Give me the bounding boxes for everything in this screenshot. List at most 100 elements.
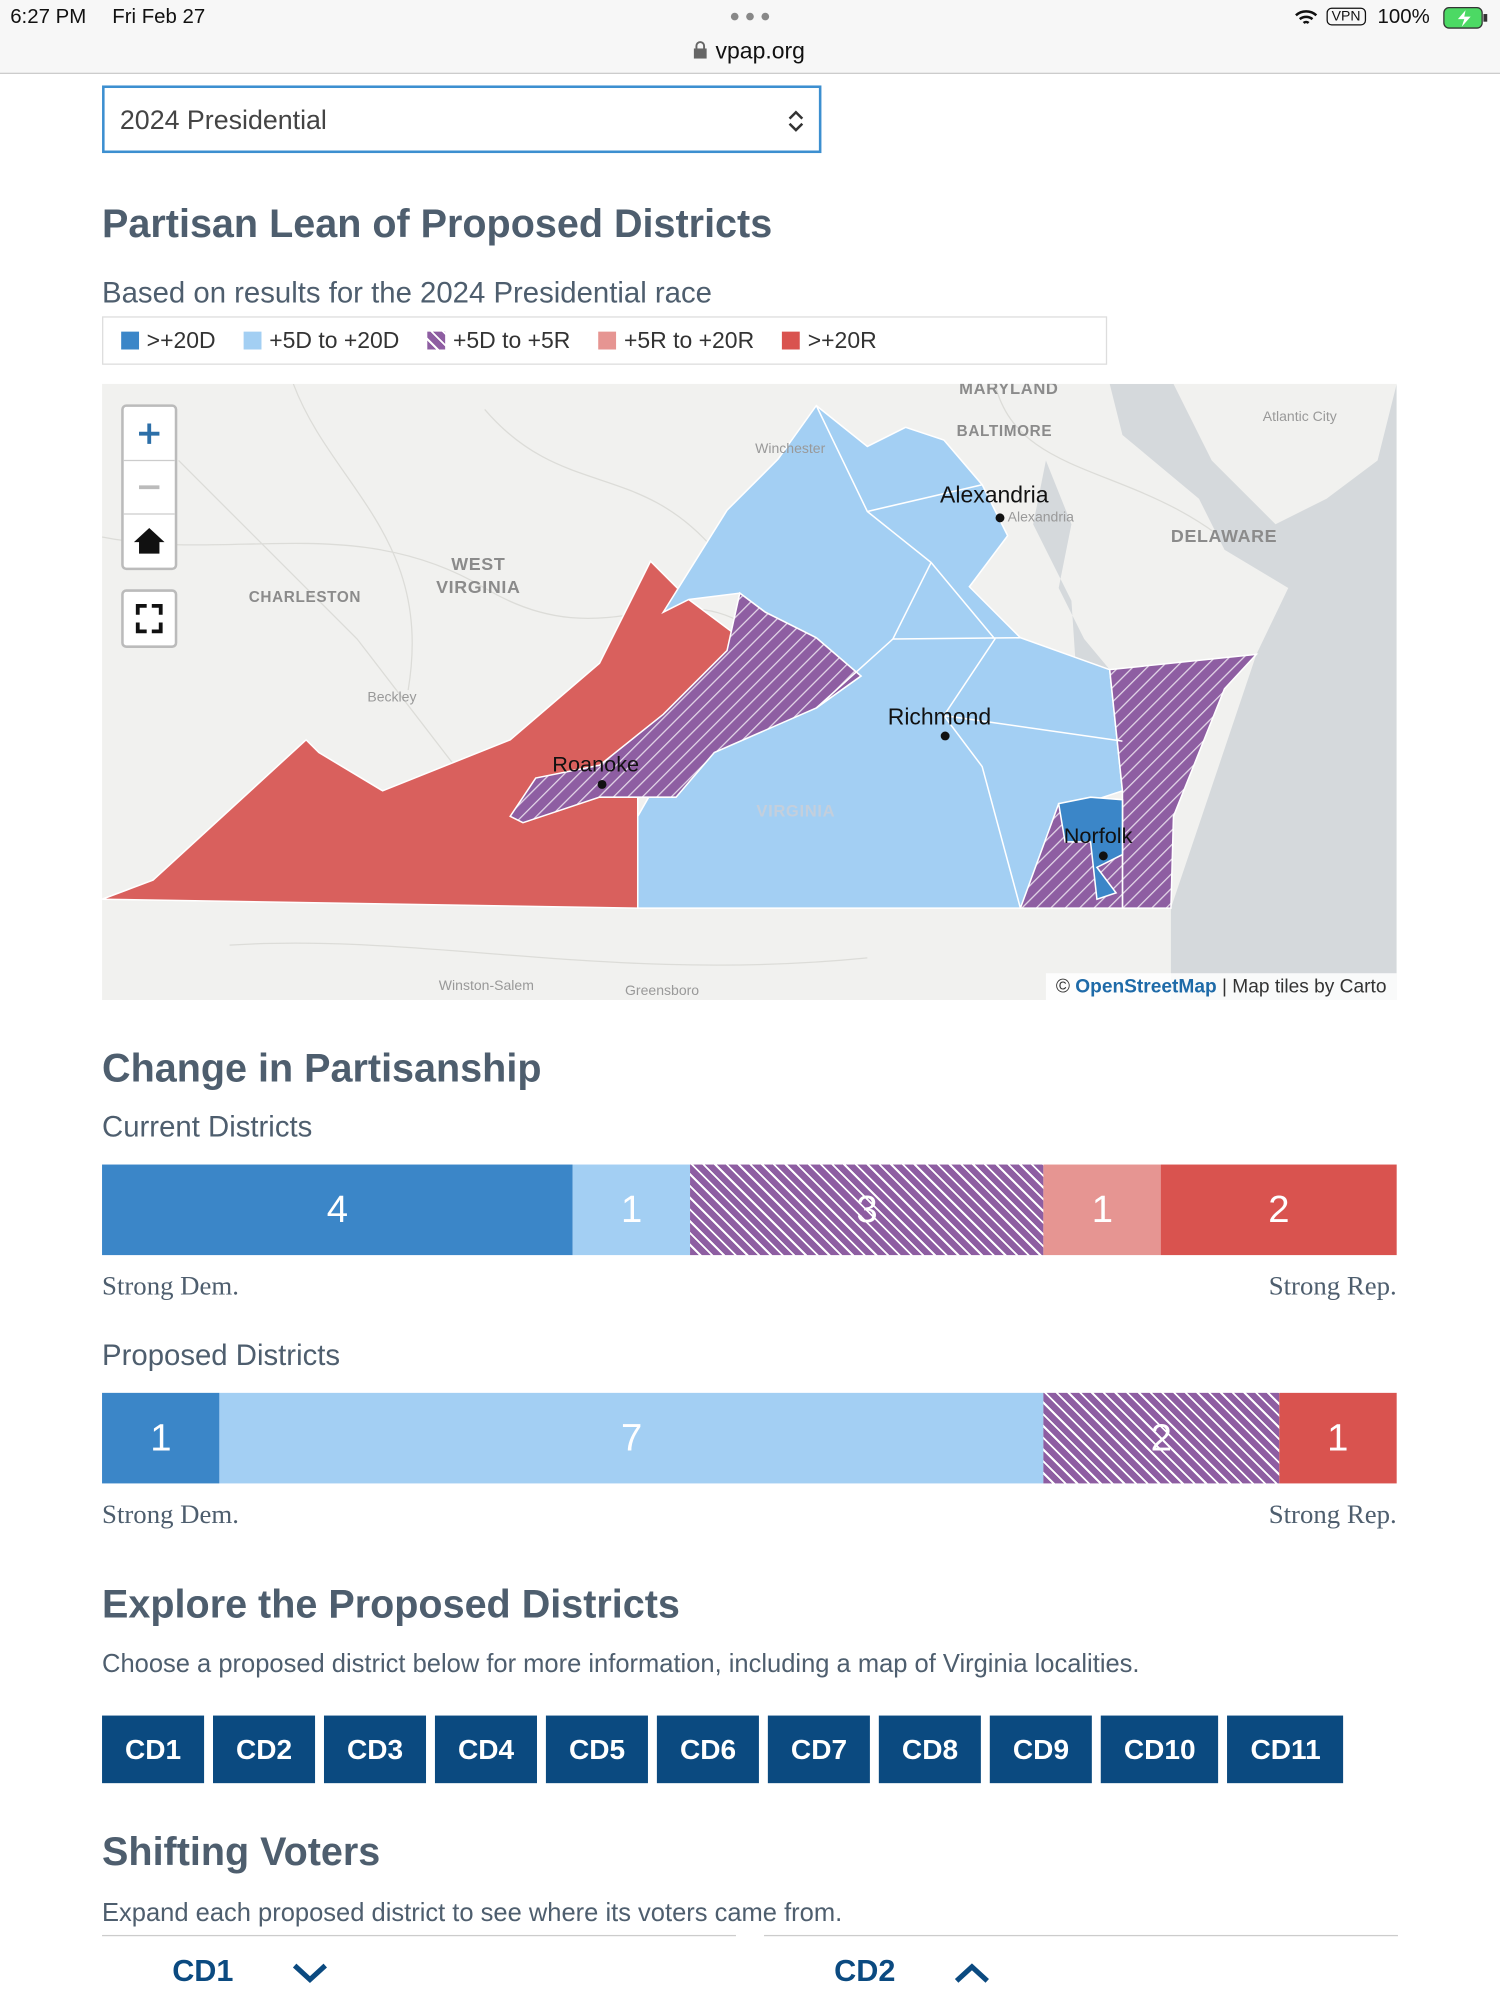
section-description: Expand each proposed district to see whe… — [102, 1899, 843, 1928]
map-label: WEST VIRGINIA — [436, 553, 521, 597]
map-label: Greensboro — [624, 983, 700, 999]
legend-label: +5R to +20R — [623, 327, 755, 353]
select-arrows — [788, 110, 804, 132]
map-label: Winston-Salem — [438, 978, 534, 994]
chevron-up — [954, 1963, 989, 1983]
city-dots — [597, 513, 1108, 861]
segment-label: 1 — [620, 1188, 643, 1231]
map-label: Richmond — [887, 704, 992, 730]
attribution: © OpenStreetMap | Map tiles by Carto — [1045, 973, 1397, 1000]
legend-label: >+20D — [146, 327, 216, 353]
district-button[interactable]: CD11 — [1227, 1715, 1344, 1784]
map-label: Atlantic City — [1262, 409, 1337, 425]
home[interactable] — [133, 528, 165, 554]
map-label: Alexandria — [940, 482, 1049, 508]
district-border — [815, 405, 1123, 909]
bar-segment: 2 — [1161, 1164, 1397, 1256]
bar-segment: 3 — [690, 1164, 1044, 1256]
map-label: Winchester — [755, 441, 826, 457]
legend-item: >+20R — [782, 327, 877, 354]
district-button[interactable]: CD5 — [545, 1715, 649, 1784]
url[interactable]: vpap.org — [715, 38, 805, 64]
lock-icon — [693, 41, 707, 59]
map-label: MARYLAND — [959, 383, 1059, 398]
district-button[interactable]: CD10 — [1100, 1715, 1219, 1784]
fullscreen-icon — [135, 603, 163, 634]
date: Fri Feb 27 — [112, 6, 206, 29]
bar-segment: 4 — [102, 1164, 573, 1256]
segment-label: 2 — [1150, 1416, 1172, 1459]
legend-item: +5D to +5R — [427, 327, 570, 354]
accordion-title: CD2 — [834, 1954, 896, 1989]
fullscreen[interactable] — [121, 589, 178, 648]
map-label: Norfolk — [1063, 823, 1133, 849]
map-label: Roanoke — [552, 752, 640, 777]
segment-label: 1 — [150, 1416, 172, 1459]
bar-end-label: Strong Rep. — [1268, 1270, 1397, 1302]
water — [1109, 383, 1397, 1000]
district — [1057, 796, 1124, 901]
copyright: © — [1055, 975, 1070, 998]
bar-end-label: Strong Dem. — [102, 1498, 239, 1530]
battery-level: 100% — [1377, 6, 1430, 29]
map-label: VIRGINIA — [756, 801, 836, 821]
legend: >+20D +5D to +20D +5D to +5R +5R to +20R >+2… — [102, 316, 1108, 365]
legend-item: +5R to +20R — [598, 327, 754, 354]
section-title: Shifting Voters — [102, 1829, 381, 1874]
chevron-down — [292, 1963, 327, 1984]
dots — [730, 12, 770, 21]
district-button[interactable]: CD2 — [213, 1715, 316, 1784]
segment-label: 2 — [1268, 1188, 1290, 1231]
map-canvas — [102, 383, 1397, 1000]
map-label: CHARLESTON — [248, 588, 362, 606]
bar-segment: 2 — [1043, 1392, 1279, 1484]
district-button[interactable]: CD3 — [324, 1715, 427, 1784]
bar-end-label: Strong Rep. — [1268, 1498, 1397, 1530]
legend-label: >+20R — [807, 327, 877, 353]
bar-segment: 1 — [572, 1164, 691, 1256]
accordion[interactable]: CD1 — [102, 1934, 736, 2001]
tiles-credit: | Map tiles by Carto — [1221, 975, 1387, 998]
section-title: Change in Partisanship — [102, 1045, 542, 1091]
legend-label: +5D to +20D — [269, 327, 400, 353]
district-button[interactable]: CD4 — [435, 1715, 538, 1784]
map-label: Beckley — [367, 690, 417, 706]
map-label: BALTIMORE — [956, 422, 1053, 441]
segment-label: 1 — [1091, 1188, 1114, 1231]
bar-title: Current Districts — [102, 1109, 313, 1143]
district-button[interactable]: CD9 — [989, 1715, 1093, 1784]
district-button[interactable]: CD1 — [102, 1715, 205, 1784]
district-button[interactable]: CD6 — [656, 1715, 760, 1784]
legend-swatch — [598, 330, 617, 349]
segment-label: 1 — [1327, 1416, 1349, 1459]
map-label: DELAWARE — [1170, 525, 1278, 546]
osm-link[interactable]: OpenStreetMap — [1075, 975, 1217, 998]
map-controls — [121, 404, 178, 571]
legend-swatch — [243, 330, 262, 349]
legend-swatch — [427, 330, 446, 349]
segment-label: 3 — [856, 1188, 878, 1231]
bar-title: Proposed Districts — [102, 1338, 341, 1372]
bar-segment: 7 — [219, 1392, 1044, 1484]
stacked-bar: 4 1 3 1 2 — [102, 1164, 1397, 1256]
map-label: Alexandria — [1007, 510, 1074, 526]
zoom-icons — [123, 423, 175, 554]
legend-item: >+20D — [121, 327, 216, 354]
accordion-title: CD1 — [172, 1954, 234, 1989]
district-button[interactable]: CD8 — [878, 1715, 982, 1784]
section-title: Explore the Proposed Districts — [102, 1581, 680, 1627]
selector-value: 2024 Presidential — [119, 105, 327, 136]
legend-swatch — [782, 330, 801, 349]
zoom-in[interactable] — [139, 423, 160, 444]
accordion[interactable]: CD2 — [764, 1934, 1398, 2001]
map[interactable]: MARYLAND BALTIMORE Atlantic City Winches… — [102, 383, 1397, 1000]
bar-segment: 1 — [1278, 1392, 1397, 1484]
section-description: Choose a proposed district below for mor… — [102, 1650, 1140, 1679]
legend-swatch — [121, 330, 140, 349]
race-selector[interactable]: 2024 Presidential — [102, 85, 822, 154]
vpn-badge: VPN — [1326, 7, 1366, 26]
legend-label: +5D to +5R — [452, 327, 571, 353]
district-button[interactable]: CD7 — [767, 1715, 871, 1784]
district — [509, 591, 863, 824]
